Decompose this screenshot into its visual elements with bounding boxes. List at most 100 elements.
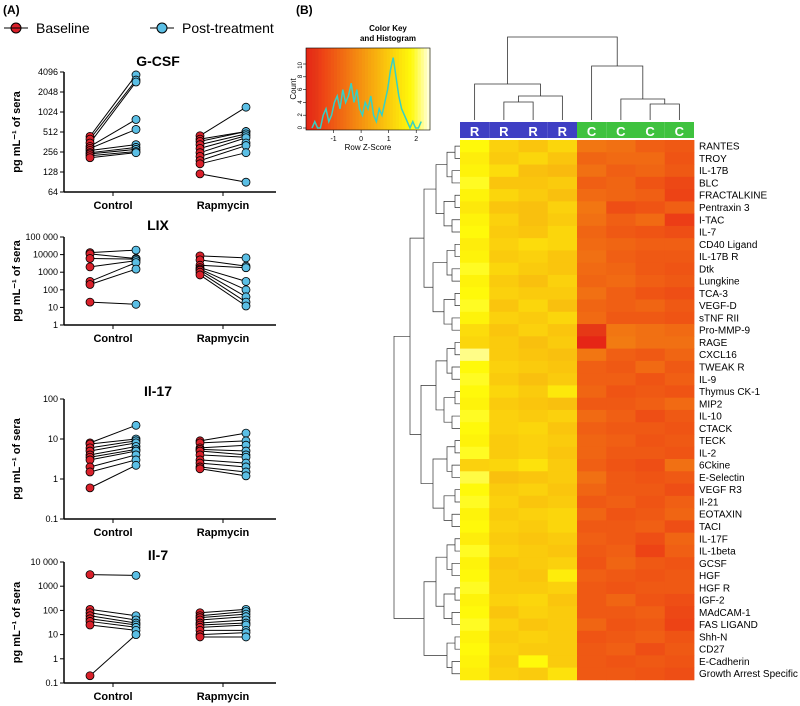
post-point bbox=[241, 277, 251, 286]
y-tick-label: 10 bbox=[48, 434, 58, 444]
heatmap-cell bbox=[489, 274, 519, 288]
heatmap-cell bbox=[460, 176, 490, 190]
column-group-label: C bbox=[616, 124, 626, 139]
pair-line bbox=[199, 440, 247, 444]
y-tick-label: 100 bbox=[43, 285, 58, 295]
pair-line bbox=[89, 612, 137, 621]
color-key-band bbox=[333, 48, 338, 130]
heatmap-cell bbox=[547, 618, 578, 632]
heatmap-cell bbox=[460, 238, 490, 251]
heatmap-cell bbox=[635, 569, 666, 583]
heatmap-cell bbox=[489, 238, 519, 251]
heatmap-cell bbox=[489, 643, 519, 656]
heatmap-cell bbox=[577, 483, 607, 497]
row-label: E-Cadherin bbox=[699, 657, 750, 668]
row-label: FRACTALKINE bbox=[699, 191, 767, 202]
post-point bbox=[241, 102, 251, 112]
heatmap-cell bbox=[489, 593, 519, 607]
pair-line bbox=[199, 608, 247, 614]
heatmap-cell bbox=[489, 581, 519, 595]
heatmap-cell bbox=[460, 189, 490, 202]
baseline-point bbox=[85, 297, 95, 307]
color-key-band bbox=[371, 48, 375, 130]
heatmap-cell bbox=[547, 557, 578, 570]
dendrogram-branch bbox=[451, 366, 460, 380]
pair-line bbox=[199, 611, 247, 617]
heatmap-cell bbox=[547, 189, 578, 202]
dendrogram-branch bbox=[451, 612, 460, 626]
row-label: E-Selectin bbox=[699, 473, 745, 484]
heatmap-cell bbox=[577, 348, 607, 362]
heatmap-cell bbox=[547, 373, 578, 386]
heatmap-cell bbox=[489, 250, 519, 264]
heatmap-cell bbox=[664, 643, 695, 656]
color-key-band bbox=[380, 48, 385, 130]
heatmap-cell bbox=[460, 311, 490, 325]
y-tick-label: 1 bbox=[53, 320, 58, 330]
y-tick-label: 100 bbox=[43, 394, 58, 404]
heatmap-cell bbox=[635, 409, 666, 423]
y-tick-label: 1024 bbox=[38, 107, 58, 117]
heatmap-cell bbox=[518, 606, 549, 619]
heatmap-cell bbox=[664, 311, 695, 325]
color-key-band bbox=[327, 48, 332, 130]
color-key-band bbox=[423, 48, 428, 130]
heatmap-cell bbox=[547, 324, 578, 337]
row-label: TROY bbox=[699, 154, 727, 165]
pair-line bbox=[199, 444, 247, 449]
y-tick-label: 64 bbox=[48, 187, 58, 197]
pair-line bbox=[89, 620, 137, 628]
heatmap-cell bbox=[518, 225, 549, 239]
heatmap-cell bbox=[606, 520, 636, 534]
heatmap-cell bbox=[460, 324, 490, 337]
heatmap-cell bbox=[460, 287, 490, 300]
heatmap-cell bbox=[460, 348, 490, 362]
heatmap-cell bbox=[577, 593, 607, 607]
color-key-band bbox=[337, 48, 341, 130]
row-label: I-TAC bbox=[699, 215, 724, 226]
pair-line bbox=[89, 148, 137, 155]
row-label: IL-10 bbox=[699, 412, 722, 423]
panel-a-label: (A) bbox=[3, 3, 20, 17]
heatmap-cell bbox=[664, 569, 695, 583]
y-tick-label: 4096 bbox=[38, 67, 58, 77]
dendrogram-branch bbox=[454, 194, 460, 208]
row-label: Pentraxin 3 bbox=[699, 203, 750, 214]
pair-line bbox=[199, 624, 247, 628]
heatmap-cell bbox=[606, 446, 636, 460]
heatmap-cell bbox=[606, 643, 636, 656]
heatmap-cell bbox=[577, 434, 607, 448]
heatmap-cell bbox=[518, 373, 549, 386]
heatmap-cell bbox=[664, 262, 695, 276]
heatmap-cell bbox=[547, 508, 578, 521]
heatmap-cell bbox=[577, 262, 607, 276]
heatmap-cell bbox=[606, 250, 636, 264]
pair-line bbox=[199, 468, 247, 477]
heatmap-cell bbox=[547, 471, 578, 484]
heatmap-cell bbox=[460, 164, 490, 178]
heatmap-cell bbox=[664, 508, 695, 521]
key-tick-label: 1 bbox=[387, 136, 391, 143]
heatmap-cell bbox=[577, 152, 607, 165]
heatmap-cell bbox=[518, 287, 549, 300]
y-axis-label: pg mL⁻¹ of sera bbox=[11, 239, 23, 321]
pair-line bbox=[199, 133, 247, 146]
heatmap-cell bbox=[547, 213, 578, 227]
heatmap-cell bbox=[489, 189, 519, 202]
heatmap-cell bbox=[547, 446, 578, 460]
heatmap-cell bbox=[547, 397, 578, 411]
dendrogram-branch bbox=[446, 250, 455, 276]
group-label: Control bbox=[93, 527, 132, 539]
row-label: CTACK bbox=[699, 424, 732, 435]
heatmap-cell bbox=[664, 348, 695, 362]
heatmap-cell bbox=[547, 581, 578, 595]
heatmap-cell bbox=[489, 544, 519, 558]
row-label: TECK bbox=[699, 436, 726, 447]
post-point bbox=[131, 115, 141, 124]
heatmap-cell bbox=[460, 434, 490, 448]
heatmap-cell bbox=[577, 520, 607, 534]
dendrogram-branch bbox=[451, 513, 460, 527]
dendrogram-branch bbox=[446, 544, 455, 570]
heatmap-cell bbox=[518, 434, 549, 448]
